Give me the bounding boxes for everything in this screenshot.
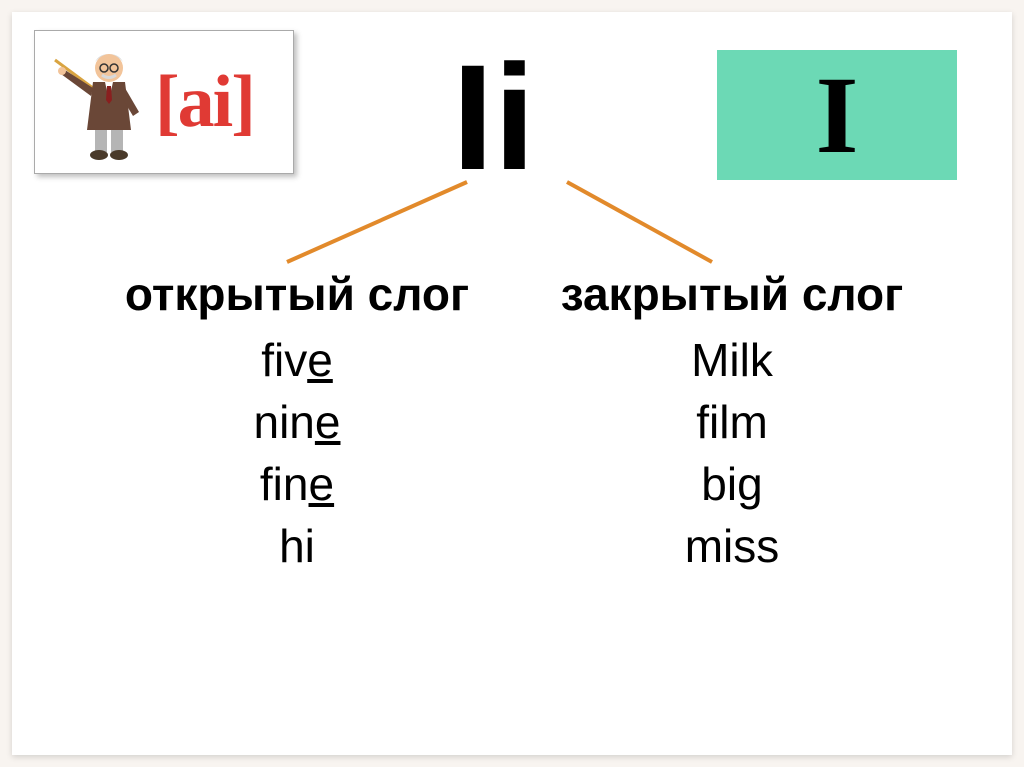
closed-syllable-word: big [542,453,922,515]
teacher-illustration [47,42,145,162]
open-syllable-word-list: fiveninefinehi [107,329,487,577]
open-syllable-word-suffix: e [309,458,335,510]
short-vowel-card: I [717,50,957,180]
open-syllable-word-stem: fiv [261,334,307,386]
closed-syllable-word-list: Milk film big miss [542,329,922,577]
closed-syllable-word: Milk [542,329,922,391]
teacher-icon [47,42,145,162]
closed-syllable-word-stem: miss [685,520,780,572]
connector-left [287,182,467,262]
open-syllable-word: five [107,329,487,391]
open-syllable-word: nine [107,391,487,453]
closed-syllable-word-stem: film [696,396,768,448]
teacher-shoe-left [90,150,108,160]
open-syllable-word-stem: nin [254,396,315,448]
closed-syllable-column: закрытый слог Milk film big miss [542,267,922,577]
closed-syllable-word: film [542,391,922,453]
open-syllable-word-suffix: e [315,396,341,448]
open-syllable-word-suffix: e [307,334,333,386]
teacher-leg-left [95,130,107,152]
teacher-shoe-right [110,150,128,160]
closed-syllable-title: закрытый слог [542,267,922,321]
slide-canvas: [ai] Ii I открытый слог fiveninefinehi з… [12,12,1012,755]
main-letter: Ii [452,42,535,192]
open-syllable-word-stem: fin [260,458,309,510]
teacher-leg-right [111,130,123,152]
open-syllable-column: открытый слог fiveninefinehi [107,267,487,577]
open-syllable-title: открытый слог [107,267,487,321]
open-syllable-word: fine [107,453,487,515]
closed-syllable-word: miss [542,515,922,577]
short-vowel-glyph: I [816,60,859,170]
closed-syllable-word-stem: big [701,458,762,510]
open-syllable-word-stem: hi [279,520,315,572]
connector-right [567,182,712,262]
teacher-hand [58,67,66,75]
phonetic-label: [ai] [155,60,254,145]
closed-syllable-word-stem: Milk [691,334,773,386]
open-syllable-word: hi [107,515,487,577]
phonetic-card: [ai] [34,30,294,174]
